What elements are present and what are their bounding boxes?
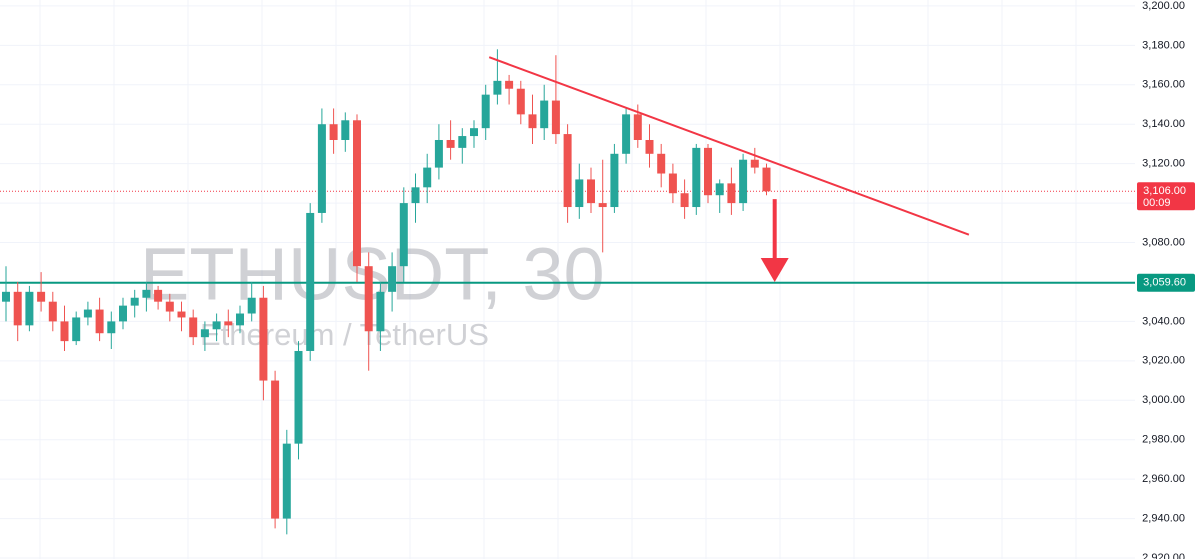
last-price-box (1137, 182, 1195, 211)
level-label: 3,059.60 (1143, 277, 1186, 289)
candle-body (212, 321, 221, 330)
candle-body (165, 301, 174, 312)
candle-body (13, 291, 22, 326)
candle-body (142, 289, 151, 298)
candle-body (423, 167, 432, 188)
candle-body (505, 80, 514, 89)
candle-body (622, 114, 631, 154)
watermark-description: Ethereum / TetherUS (200, 317, 489, 352)
candle-body (376, 291, 385, 332)
candle-body (598, 203, 607, 208)
candle-body (516, 88, 525, 115)
candle-body (154, 289, 163, 302)
candle-body (189, 317, 198, 338)
y-tick-label: 3,180.00 (1142, 39, 1185, 51)
candle-body (72, 317, 81, 342)
y-tick-label: 3,020.00 (1142, 355, 1185, 367)
candle-body (294, 350, 303, 444)
candle-body (551, 100, 560, 135)
y-tick-label: 3,120.00 (1142, 158, 1185, 170)
y-tick-label: 3,160.00 (1142, 79, 1185, 91)
candle-body (364, 266, 373, 332)
candle-body (224, 321, 233, 326)
grid (0, 0, 1135, 559)
last-price-label: 3,106.00 (1143, 185, 1186, 197)
candle-body (680, 193, 689, 208)
y-tick-label: 3,080.00 (1142, 236, 1185, 248)
candle-body (119, 305, 127, 322)
candle-body (739, 159, 748, 204)
candle-body (411, 187, 420, 204)
countdown-label: 00:09 (1143, 197, 1171, 209)
candle-body (388, 266, 397, 292)
candle-body (528, 114, 537, 129)
candle-body (633, 114, 642, 140)
candle-body (645, 139, 654, 154)
candle-body (25, 291, 34, 326)
candle-body (481, 94, 490, 129)
candle-body (83, 309, 92, 318)
candle-body (329, 124, 338, 140)
candle-body (762, 167, 771, 192)
y-tick-label: 2,980.00 (1142, 434, 1185, 446)
y-tick-label: 3,140.00 (1142, 118, 1185, 130)
candle-body (271, 380, 280, 519)
candle-body (259, 297, 268, 381)
candle-body (282, 443, 291, 519)
candle-body (704, 147, 712, 196)
candle-body (107, 321, 116, 334)
candle-body (458, 136, 467, 148)
candle-body (177, 311, 186, 318)
candle-body (247, 297, 256, 314)
candle-body (236, 313, 244, 326)
y-tick-label: 2,940.00 (1142, 512, 1185, 524)
candle-body (727, 183, 736, 204)
y-tick-label: 3,000.00 (1142, 394, 1185, 406)
candle-body (750, 159, 759, 168)
candle-body (95, 309, 104, 334)
y-tick-label: 3,040.00 (1142, 315, 1185, 327)
candle-body (715, 183, 724, 196)
plot (0, 49, 1135, 535)
candle-body (130, 297, 139, 306)
candle-body (399, 203, 408, 267)
candle-body (306, 212, 315, 351)
trendline (488, 56, 970, 236)
level-box (1137, 273, 1195, 292)
candle-body (493, 80, 502, 95)
candle-body (563, 134, 572, 208)
y-tick-label: 2,960.00 (1142, 473, 1185, 485)
candle-body (668, 173, 677, 194)
arrow-head (760, 257, 789, 282)
candle-body (434, 139, 443, 168)
candle-body (692, 147, 701, 208)
candle-body (2, 291, 10, 302)
candle-body (60, 321, 69, 342)
candle-body (341, 120, 350, 140)
y-tick-label: 3,200.00 (1142, 0, 1185, 12)
candle-body (610, 153, 619, 208)
candle-body (317, 124, 326, 213)
candle-body (657, 153, 666, 174)
candle-body (353, 120, 361, 267)
candle-body (575, 179, 584, 208)
candle-body (587, 179, 595, 204)
y-tick-label: 2,920.00 (1142, 552, 1185, 559)
candle-body (540, 100, 549, 129)
candle-body (200, 329, 209, 338)
price-axis: 2,920.00 2,940.00 2,960.00 2,980.00 3,000.00… (1137, 0, 1195, 559)
candle-body (48, 301, 57, 322)
candle-body (446, 139, 455, 148)
candle-body (37, 291, 46, 302)
candle-body (470, 128, 478, 137)
